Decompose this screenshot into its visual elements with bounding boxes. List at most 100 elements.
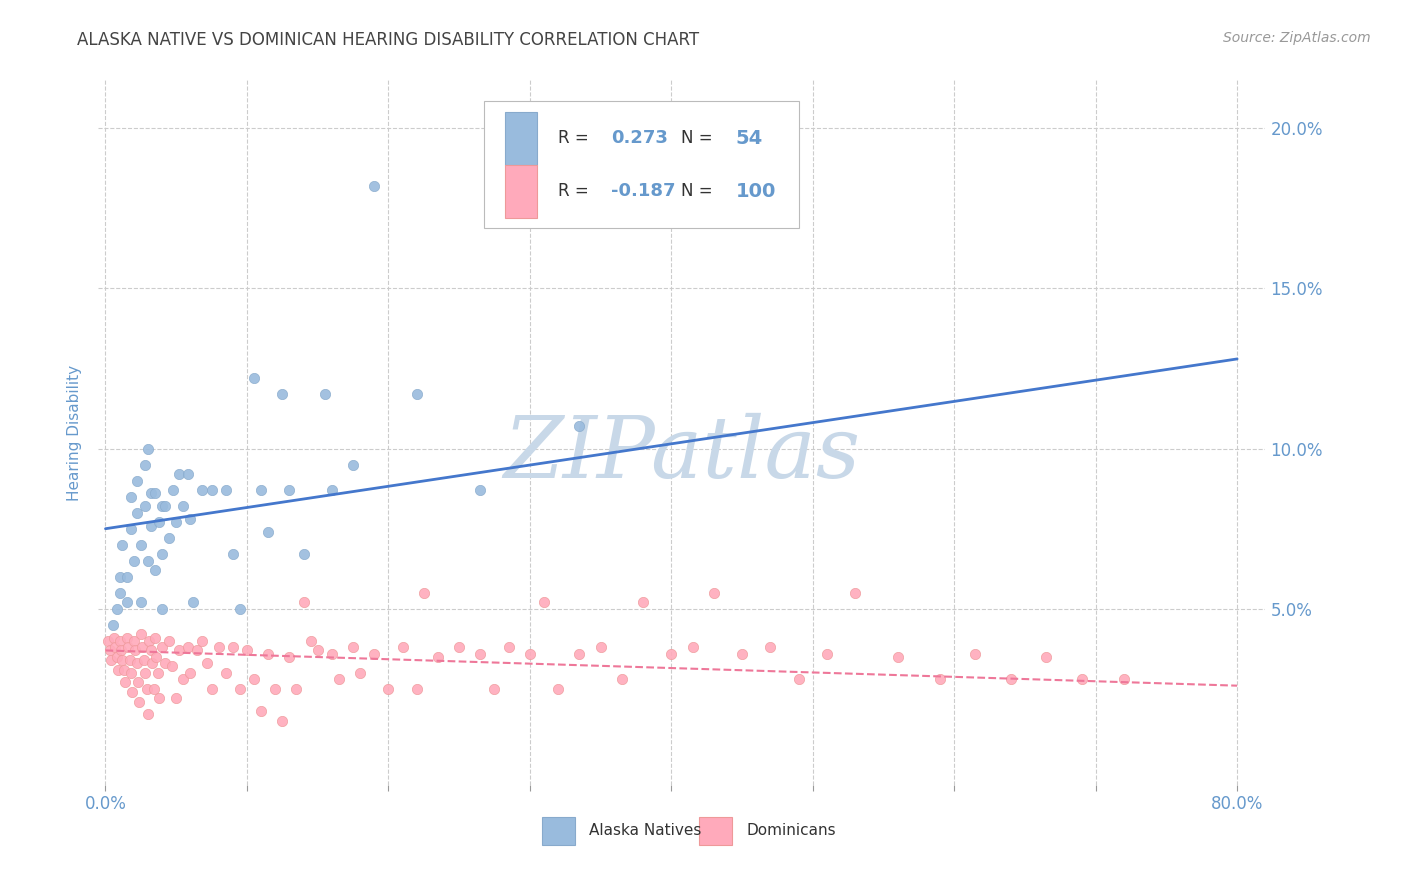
Point	[610, 673, 633, 687]
Point	[470, 647, 492, 661]
Point	[412, 586, 434, 600]
Point	[148, 516, 170, 530]
Point	[257, 524, 280, 539]
Point	[886, 649, 908, 664]
Point	[167, 643, 190, 657]
Point	[484, 681, 506, 696]
Y-axis label: Hearing Disability: Hearing Disability	[67, 365, 83, 500]
Point	[659, 647, 682, 661]
Point	[150, 601, 173, 615]
Point	[122, 554, 145, 568]
Point	[135, 681, 157, 696]
Point	[120, 665, 142, 680]
Text: 0.273: 0.273	[610, 129, 668, 147]
Point	[321, 647, 343, 661]
Point	[165, 691, 187, 706]
Point	[172, 673, 194, 687]
Point	[127, 675, 149, 690]
Point	[222, 640, 245, 655]
Point	[519, 647, 541, 661]
Point	[121, 685, 143, 699]
Point	[117, 640, 139, 655]
Point	[342, 458, 364, 472]
Point	[105, 649, 128, 664]
Text: Alaska Natives: Alaska Natives	[589, 823, 702, 838]
Point	[100, 653, 122, 667]
Point	[250, 704, 273, 718]
Text: 54: 54	[735, 129, 763, 148]
Point	[172, 500, 194, 514]
Point	[125, 657, 148, 671]
Point	[745, 131, 768, 145]
Point	[243, 371, 266, 385]
Text: ALASKA NATIVE VS DOMINICAN HEARING DISABILITY CORRELATION CHART: ALASKA NATIVE VS DOMINICAN HEARING DISAB…	[77, 31, 699, 49]
Point	[405, 681, 427, 696]
Point	[215, 665, 238, 680]
Point	[134, 458, 156, 472]
Point	[703, 586, 725, 600]
Point	[179, 512, 201, 526]
Point	[929, 673, 952, 687]
Point	[131, 640, 153, 655]
FancyBboxPatch shape	[505, 165, 537, 218]
Point	[105, 601, 128, 615]
Point	[142, 681, 165, 696]
Point	[759, 640, 782, 655]
Point	[181, 595, 204, 609]
Point	[134, 500, 156, 514]
Point	[1070, 673, 1092, 687]
Point	[136, 442, 159, 456]
Point	[146, 665, 169, 680]
Point	[134, 665, 156, 680]
Point	[139, 518, 162, 533]
Point	[314, 387, 336, 401]
Point	[787, 673, 810, 687]
Point	[124, 643, 146, 657]
Point	[136, 554, 159, 568]
Point	[157, 532, 180, 546]
Point	[120, 522, 142, 536]
Point	[222, 547, 245, 561]
Point	[115, 570, 138, 584]
FancyBboxPatch shape	[484, 102, 799, 228]
Point	[162, 483, 184, 498]
Point	[426, 649, 449, 664]
Point	[141, 657, 163, 671]
Point	[328, 673, 350, 687]
Point	[1112, 673, 1135, 687]
Point	[271, 714, 294, 728]
Point	[292, 547, 315, 561]
Point	[129, 595, 152, 609]
Point	[186, 643, 208, 657]
Point	[139, 486, 162, 500]
Point	[97, 633, 120, 648]
Point	[153, 657, 176, 671]
Text: Source: ZipAtlas.com: Source: ZipAtlas.com	[1223, 31, 1371, 45]
Point	[363, 178, 385, 194]
Text: Dominicans: Dominicans	[747, 823, 835, 838]
Point	[215, 483, 238, 498]
Point	[349, 665, 371, 680]
Point	[112, 663, 135, 677]
Point	[278, 649, 301, 664]
Point	[299, 633, 322, 648]
Point	[104, 640, 127, 655]
Point	[229, 681, 252, 696]
Point	[150, 500, 173, 514]
Point	[449, 640, 471, 655]
Point	[292, 595, 315, 609]
Point	[103, 631, 125, 645]
Text: 100: 100	[735, 182, 776, 201]
Point	[200, 681, 222, 696]
Point	[195, 657, 218, 671]
Point	[120, 490, 142, 504]
Point	[589, 640, 612, 655]
Point	[363, 647, 385, 661]
Text: R =: R =	[558, 129, 595, 147]
Point	[243, 673, 266, 687]
Point	[200, 483, 222, 498]
Point	[179, 665, 201, 680]
Point	[815, 647, 838, 661]
Point	[342, 640, 364, 655]
Point	[391, 640, 413, 655]
